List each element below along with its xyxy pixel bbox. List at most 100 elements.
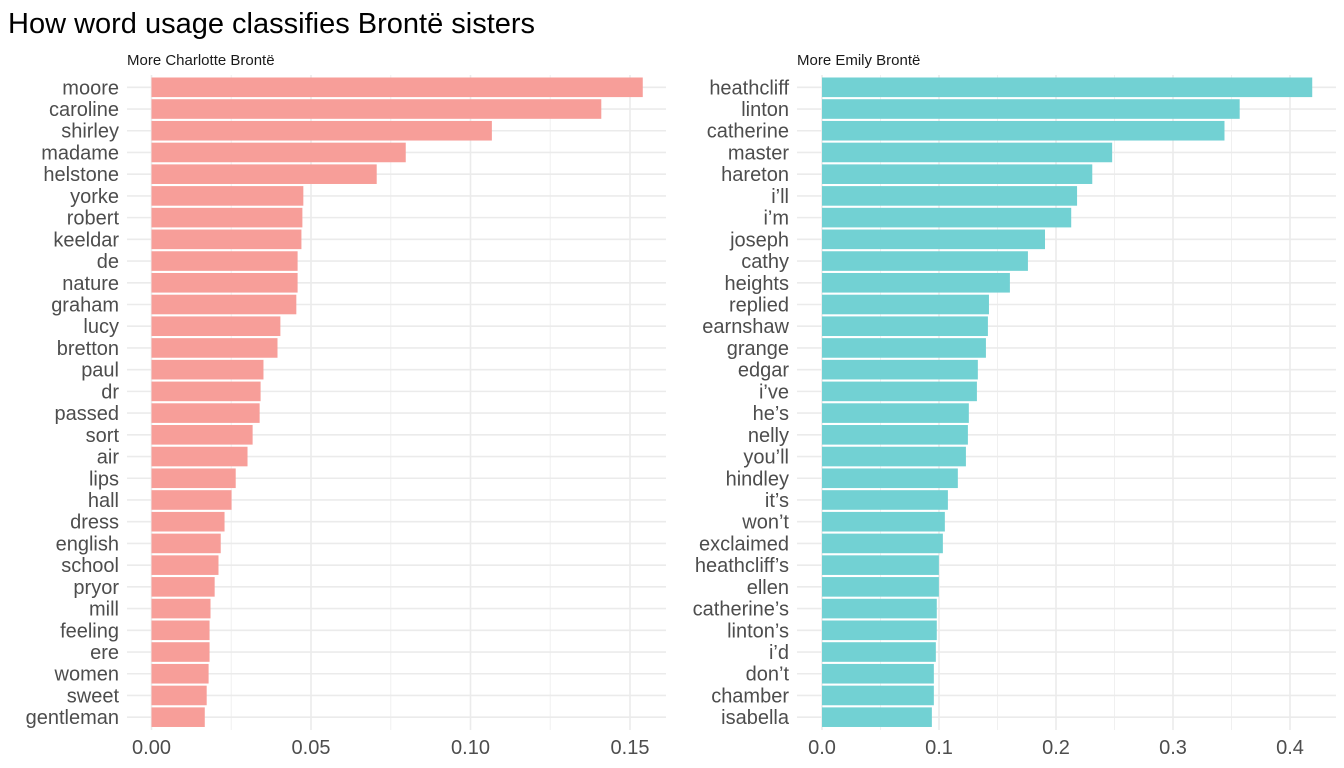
bar-charlotte-2	[151, 120, 492, 141]
y-category-label: hindley	[726, 468, 789, 490]
bar-emily-3	[822, 142, 1113, 163]
bar-emily-0	[822, 77, 1313, 98]
y-category-label: isabella	[721, 707, 790, 729]
bar-emily-17	[822, 446, 966, 467]
x-tick-label: 0.0	[808, 737, 836, 759]
x-tick-label: 0.00	[132, 737, 171, 759]
y-category-label: i’d	[769, 642, 789, 664]
bar-charlotte-26	[151, 642, 210, 662]
bar-charlotte-0	[151, 77, 643, 98]
bar-charlotte-13	[151, 359, 264, 380]
y-category-label: linton	[741, 99, 789, 121]
bar-emily-12	[822, 338, 986, 358]
bar-charlotte-27	[151, 663, 209, 684]
y-category-label: i’ll	[771, 186, 789, 208]
x-tick-label: 0.2	[1042, 737, 1070, 759]
bar-emily-25	[822, 620, 937, 641]
y-category-label: earnshaw	[702, 316, 789, 338]
y-category-label: helstone	[43, 164, 119, 186]
bar-emily-23	[822, 577, 939, 597]
y-category-label: chamber	[711, 685, 789, 707]
bar-charlotte-10	[151, 294, 297, 315]
chart-title: How word usage classifies Brontë sisters	[8, 8, 536, 40]
bar-emily-1	[822, 99, 1240, 119]
y-category-label: master	[728, 142, 789, 164]
y-category-label: madame	[41, 142, 119, 164]
bar-charlotte-18	[151, 468, 236, 489]
bar-emily-5	[822, 186, 1078, 206]
y-category-label: dress	[70, 512, 119, 534]
y-category-label: you’ll	[743, 447, 789, 469]
bar-charlotte-25	[151, 620, 210, 641]
bar-charlotte-28	[151, 685, 207, 706]
panel-label-emily: More Emily Brontë	[797, 52, 921, 69]
y-category-label: sweet	[67, 685, 120, 707]
y-category-label: pryor	[73, 577, 119, 599]
y-category-label: lips	[89, 468, 119, 490]
y-category-label: sort	[86, 425, 120, 447]
bar-emily-28	[822, 685, 934, 706]
y-category-label: hall	[88, 490, 119, 512]
y-category-label: graham	[51, 295, 119, 317]
bar-emily-24	[822, 598, 937, 619]
bar-emily-13	[822, 359, 978, 380]
bar-charlotte-8	[151, 251, 298, 271]
y-category-label: keeldar	[53, 229, 119, 251]
y-category-label: paul	[81, 360, 119, 382]
x-tick-label: 0.4	[1276, 737, 1304, 759]
y-category-label: caroline	[49, 99, 119, 121]
y-category-label: passed	[55, 403, 120, 425]
x-tick-label: 0.05	[292, 737, 331, 759]
x-tick-label: 0.15	[611, 737, 650, 759]
y-category-label: hareton	[721, 164, 789, 186]
y-category-label: ellen	[747, 577, 789, 599]
bar-charlotte-16	[151, 425, 253, 445]
panel-emily: 0.0 0.1 0.2 0.3 0.4heathclifflintoncatherine…	[693, 75, 1336, 759]
y-category-label: cathy	[741, 251, 789, 273]
y-category-label: women	[54, 664, 119, 686]
y-category-label: shirley	[61, 121, 119, 143]
bar-emily-15	[822, 403, 969, 423]
bar-charlotte-23	[151, 577, 215, 597]
y-category-label: edgar	[738, 360, 789, 382]
bar-charlotte-29	[151, 707, 205, 727]
y-category-label: lucy	[83, 316, 119, 338]
y-category-label: linton’s	[727, 620, 789, 642]
y-category-label: don’t	[746, 664, 790, 686]
y-category-label: replied	[729, 295, 789, 317]
bar-charlotte-1	[151, 99, 602, 119]
y-category-label: gentleman	[26, 707, 119, 729]
y-category-label: catherine	[707, 121, 789, 143]
bar-emily-2	[822, 120, 1225, 141]
bar-charlotte-21	[151, 533, 221, 554]
y-category-label: catherine’s	[693, 599, 789, 621]
y-category-label: heights	[725, 273, 790, 295]
y-category-label: robert	[67, 208, 120, 230]
panel-charlotte: 0.00 0.05 0.10 0.15 moorecarolineshirleymada…	[26, 75, 666, 759]
bar-emily-6	[822, 207, 1072, 228]
bar-charlotte-15	[151, 403, 260, 423]
bar-emily-11	[822, 316, 988, 337]
bar-charlotte-3	[151, 142, 406, 163]
y-category-label: i’ve	[759, 381, 789, 403]
y-category-label: air	[97, 447, 120, 469]
bar-charlotte-7	[151, 229, 302, 250]
y-category-label: nature	[62, 273, 119, 295]
bar-charlotte-12	[151, 338, 278, 358]
bar-charlotte-22	[151, 555, 219, 575]
bar-charlotte-14	[151, 381, 261, 402]
bar-charlotte-20	[151, 511, 225, 532]
y-category-label: ere	[90, 642, 119, 664]
y-category-label: mill	[89, 599, 119, 621]
bar-emily-19	[822, 490, 948, 510]
bar-charlotte-19	[151, 490, 232, 510]
bar-emily-29	[822, 707, 932, 727]
x-tick-label: 0.3	[1159, 737, 1187, 759]
y-category-label: english	[56, 533, 119, 555]
bar-charlotte-24	[151, 598, 211, 619]
bar-emily-22	[822, 555, 939, 575]
y-category-label: heathcliff’s	[695, 555, 789, 577]
bar-charlotte-11	[151, 316, 281, 337]
bar-emily-26	[822, 642, 936, 662]
